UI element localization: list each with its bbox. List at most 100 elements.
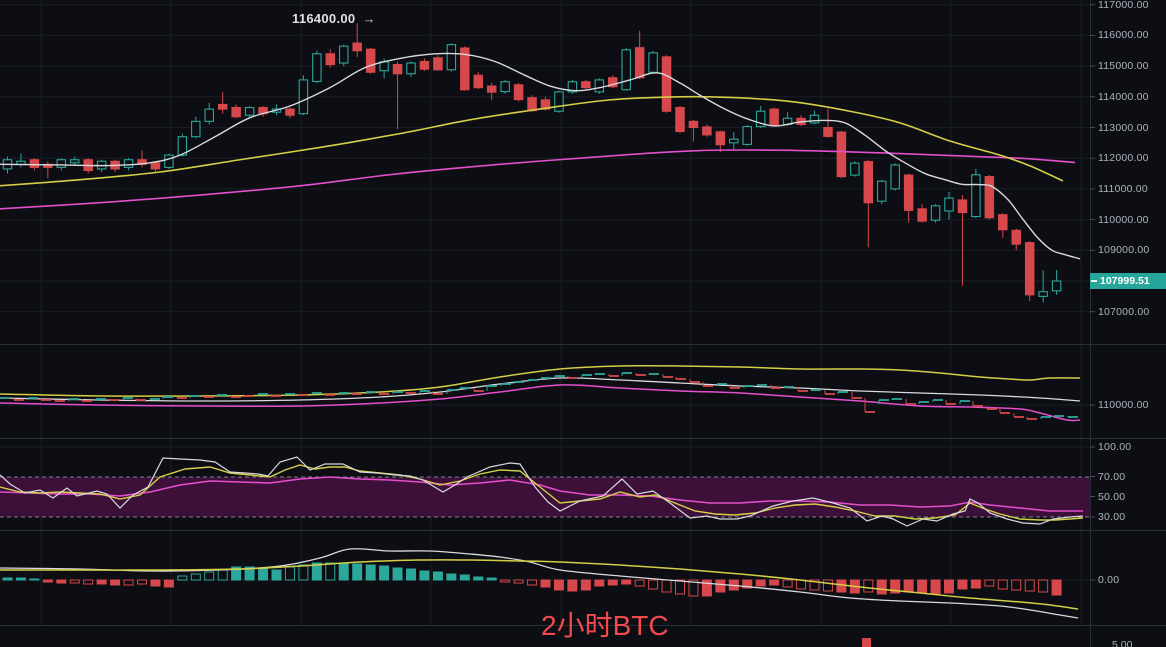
macd-bar (688, 579, 699, 597)
macd-bar (742, 579, 753, 589)
macd-bar (406, 568, 416, 581)
macd-bar (675, 579, 685, 595)
grid-layer (0, 0, 1090, 625)
ma-slow-line (0, 149, 1076, 210)
macd-bar (432, 571, 443, 581)
macd-bar (459, 574, 470, 581)
oscillator-yellow-line (0, 464, 1084, 521)
candles-layer (2, 23, 1062, 303)
candle-body (634, 47, 645, 79)
candle-body (231, 106, 241, 118)
macd-bar (527, 579, 538, 586)
candle-body (1051, 280, 1062, 292)
macd-bar (446, 573, 457, 581)
candle-body (513, 84, 524, 101)
ma-fast-line (0, 52, 1081, 260)
macd-bar (661, 579, 672, 593)
candle-body (890, 164, 900, 190)
candle-body (527, 97, 537, 112)
macd-bar (997, 579, 1008, 590)
macd-bar (473, 576, 484, 581)
candle-body (648, 52, 658, 73)
candle-body (769, 108, 779, 126)
candle-body (876, 180, 887, 202)
candle-body (164, 154, 174, 168)
candle-body (473, 74, 483, 89)
macd-bar (311, 562, 322, 581)
candle-body (971, 174, 981, 218)
macd-bar (715, 579, 726, 593)
candle-body (56, 159, 67, 168)
macd-bar (190, 573, 201, 581)
macd-bar (486, 577, 497, 581)
macd-bar (984, 579, 995, 587)
macd-bar (244, 566, 255, 581)
candle-body (944, 197, 954, 212)
candle-body (729, 138, 739, 144)
macd-bar (621, 579, 632, 585)
candle-body (365, 48, 376, 73)
candle-body (123, 159, 134, 168)
macd-bar (163, 579, 174, 588)
macd-lines (0, 548, 1079, 619)
overbought-oversold-band (0, 477, 1090, 517)
candle-body (392, 64, 403, 75)
macd-bar (2, 577, 13, 581)
overview-lines (0, 364, 1081, 422)
candle-body (150, 162, 161, 170)
macd-bar (836, 579, 847, 593)
macd-bar (69, 579, 80, 584)
candle-body (903, 174, 914, 211)
macd-bar (594, 579, 605, 587)
candle-body (298, 79, 309, 115)
macd-bar (944, 579, 954, 594)
macd-bar (1011, 579, 1022, 591)
axis-ticks (1090, 4, 1095, 581)
macd-bar (1024, 579, 1035, 592)
macd-bar (580, 579, 591, 591)
macd-bar (553, 579, 564, 591)
macd-bar (29, 578, 40, 581)
macd-bar (365, 564, 376, 581)
candle-body (594, 79, 605, 93)
candle-body (809, 114, 820, 124)
oscillator-lines (0, 456, 1084, 527)
high-price-text: 116400.00 (292, 11, 356, 26)
candle-body (621, 49, 631, 91)
candle-body (715, 131, 726, 146)
macd-bar (755, 579, 766, 587)
last-price-badge: 107999.51 (1090, 273, 1166, 289)
overview-bars-layer (0, 372, 1078, 420)
macd-bar (150, 579, 161, 587)
macd-bar (137, 579, 147, 585)
candle-body (70, 159, 80, 164)
macd-bar (648, 579, 659, 590)
candle-body (406, 62, 416, 75)
candle-body (204, 108, 215, 122)
timeframe-label: 2小时BTC (541, 610, 669, 641)
macd-bar (607, 579, 618, 586)
macd-bar (284, 566, 295, 581)
price-tick-icon (1091, 280, 1097, 282)
macd-bar (796, 579, 807, 590)
macd-bar (822, 579, 833, 592)
macd-bar (930, 579, 941, 595)
macd-bar (863, 579, 874, 593)
overview-white-line (0, 377, 1081, 402)
macd-bar (917, 579, 928, 594)
macd-bar (123, 579, 134, 586)
candle-body (607, 77, 618, 88)
candle-body (177, 136, 188, 156)
candle-body (957, 199, 968, 214)
candle-body (191, 120, 201, 138)
candle-body (581, 81, 591, 89)
macd-bar (352, 563, 363, 581)
candle-body (419, 60, 430, 70)
macd-bar (110, 579, 121, 586)
last-price-value: 107999.51 (1100, 275, 1150, 287)
macd-bar (96, 579, 107, 585)
oscillator-white-line (0, 456, 1084, 527)
macd-bar (1051, 579, 1062, 596)
